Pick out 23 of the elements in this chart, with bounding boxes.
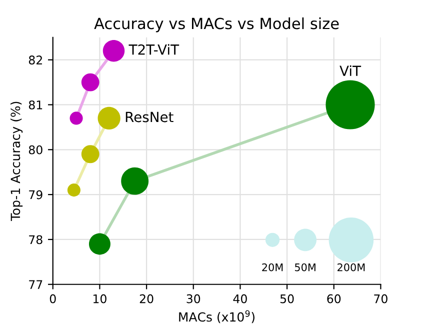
- x-tick-label: 40: [233, 294, 247, 304]
- x-axis-title: MACs (x10$^{9}$): [179, 310, 254, 324]
- y-tick-label: 79: [29, 190, 42, 200]
- x-tick-label: 0: [50, 294, 56, 304]
- y-tick-label: 78: [29, 235, 42, 244]
- x-tick-label: 70: [374, 294, 388, 304]
- series-label: ResNet: [126, 112, 174, 122]
- y-tick-label: 82: [28, 56, 42, 64]
- series-label: ViT: [340, 65, 362, 76]
- y-axis-title: Top-1 Accuracy (%): [10, 102, 23, 222]
- y-tick-label: 77: [29, 280, 42, 289]
- y-tick-label: 81: [28, 100, 42, 110]
- legend-label: 50M: [294, 263, 316, 272]
- x-tick-label: 20: [140, 294, 154, 304]
- x-tick-label: 10: [93, 294, 106, 304]
- chart-title: Accuracy vs MACs vs Model size: [94, 17, 339, 32]
- legend-label: 200M: [338, 263, 365, 272]
- series-label: T2T-ViT: [128, 44, 180, 55]
- x-tick-label: 50: [280, 294, 294, 304]
- x-tick-label: 60: [327, 294, 341, 304]
- x-tick-label: 30: [186, 294, 200, 304]
- legend-label: 20M: [262, 263, 283, 272]
- y-tick-label: 80: [28, 145, 42, 154]
